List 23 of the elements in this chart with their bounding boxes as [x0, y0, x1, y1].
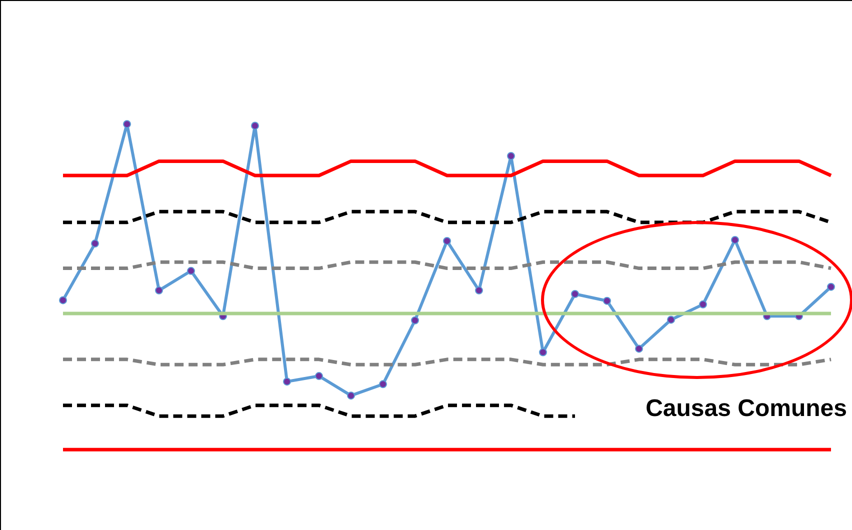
- point: [91, 240, 99, 248]
- point: [411, 316, 419, 324]
- point: [347, 392, 355, 400]
- point: [827, 282, 835, 291]
- point: [507, 152, 515, 160]
- point: [251, 122, 259, 130]
- point: [315, 372, 323, 380]
- point: [635, 344, 643, 353]
- point: [59, 296, 67, 304]
- point: [123, 120, 131, 128]
- point: [699, 300, 707, 308]
- point: [379, 380, 387, 388]
- point: [155, 286, 163, 294]
- point: [603, 296, 611, 305]
- point: [475, 286, 483, 294]
- point: [731, 236, 739, 244]
- annotation: Causas Comunes: [646, 395, 847, 422]
- point: [571, 290, 579, 298]
- point: [667, 316, 675, 324]
- point: [539, 348, 547, 356]
- point: [283, 378, 291, 386]
- point: [187, 266, 195, 275]
- point: [443, 236, 451, 245]
